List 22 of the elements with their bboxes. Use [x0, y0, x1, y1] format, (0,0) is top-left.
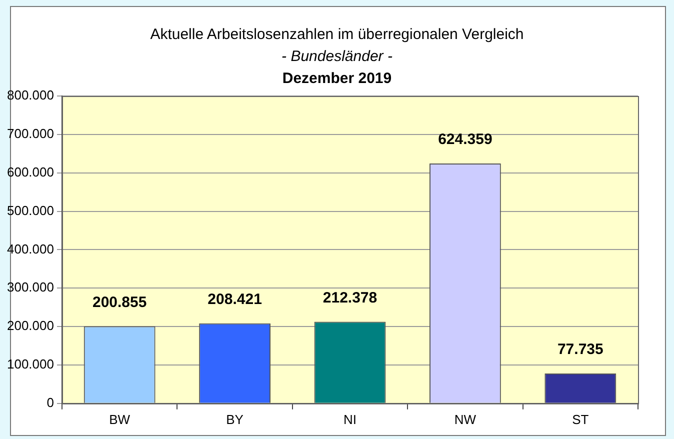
y-tick-label: 100.000: [6, 356, 54, 372]
y-tick-label: 300.000: [6, 280, 54, 295]
data-label: 208.421: [208, 290, 262, 308]
y-tick-label: 0: [46, 394, 54, 410]
data-label: 624.359: [438, 131, 492, 148]
chart-title: Aktuelle Arbeitslosenzahlen im überregionalen Vergleich: [149, 26, 525, 44]
chart-subtitle: - Bundesländer -: [280, 48, 394, 66]
y-tick-label: 600.000: [6, 164, 54, 180]
data-label: 77.735: [557, 341, 604, 358]
y-tick-label: 500.000: [6, 202, 54, 218]
x-tick-label: BW: [109, 412, 131, 427]
y-tick-label: 200.000: [6, 318, 54, 334]
y-tick-label: 800.000: [6, 88, 54, 103]
x-tick-label: NI: [343, 412, 356, 427]
text: Dezember 2019: [281, 70, 393, 88]
x-tick-label: ST: [572, 412, 589, 427]
y-tick-label: 700.000: [6, 126, 54, 142]
data-label: 212.378: [322, 289, 378, 306]
x-tick-label: NW: [454, 412, 477, 427]
data-label: 200.855: [92, 294, 147, 311]
x-tick-label: BY: [226, 412, 244, 427]
y-tick-label: 400.000: [6, 241, 54, 256]
